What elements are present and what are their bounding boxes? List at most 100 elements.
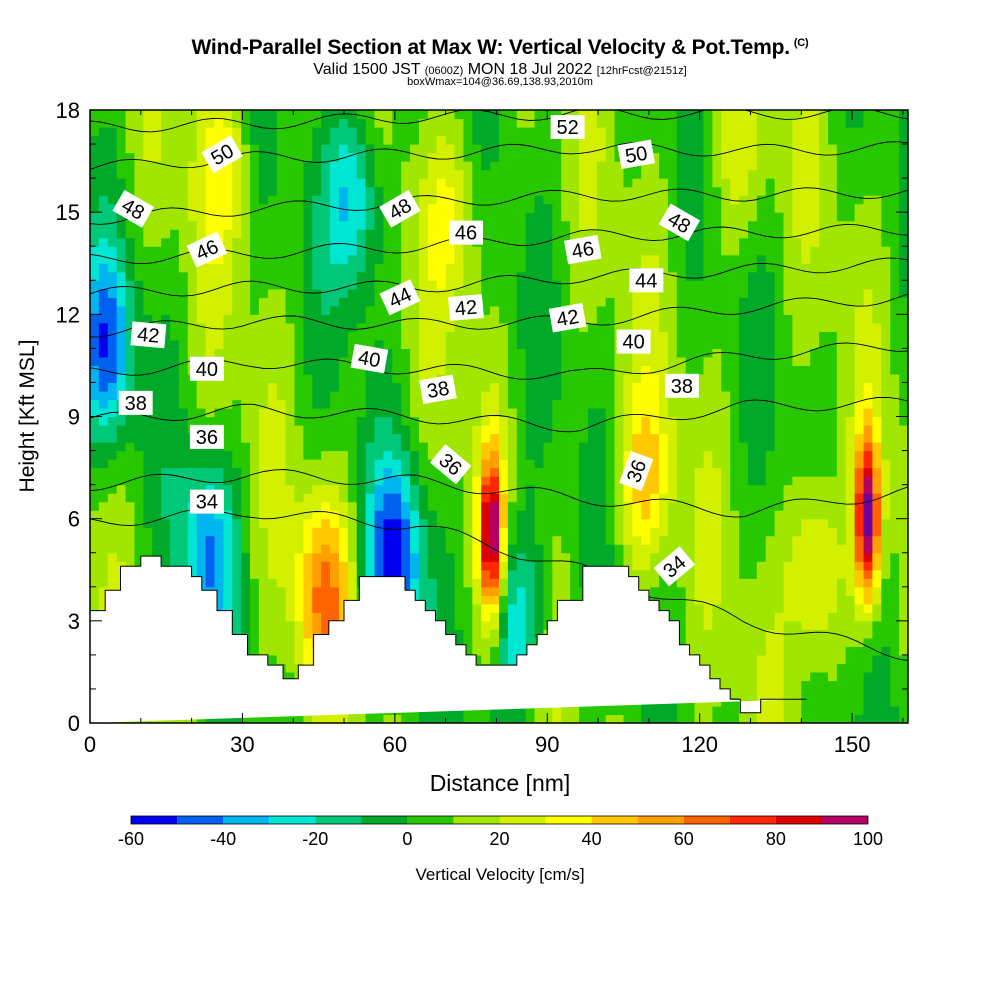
velocity-cell xyxy=(499,501,509,511)
velocity-cell xyxy=(107,484,118,494)
velocity-cell xyxy=(338,586,349,596)
velocity-cell xyxy=(685,195,696,205)
velocity-cell xyxy=(614,510,625,520)
velocity-cell xyxy=(454,246,465,256)
velocity-cell xyxy=(676,501,687,511)
velocity-cell xyxy=(321,331,331,341)
velocity-cell xyxy=(294,442,304,452)
velocity-cell xyxy=(321,288,331,298)
velocity-cell xyxy=(196,135,207,145)
velocity-cell xyxy=(454,714,465,723)
velocity-cell xyxy=(605,254,616,264)
velocity-cell xyxy=(134,152,144,162)
velocity-cell xyxy=(596,339,607,349)
velocity-cell xyxy=(205,178,216,188)
velocity-cell xyxy=(623,493,633,503)
velocity-cell xyxy=(107,416,118,426)
velocity-cell xyxy=(641,127,651,137)
velocity-cell xyxy=(401,493,411,503)
velocity-cell xyxy=(98,246,109,256)
velocity-cell xyxy=(543,476,553,486)
velocity-cell xyxy=(143,229,153,239)
velocity-cell xyxy=(614,280,625,290)
velocity-cell xyxy=(321,450,331,460)
velocity-cell xyxy=(258,518,269,528)
velocity-cell xyxy=(321,416,331,426)
velocity-cell xyxy=(481,322,491,332)
velocity-cell xyxy=(587,518,598,528)
velocity-cell xyxy=(258,178,269,188)
velocity-cell xyxy=(676,280,687,290)
velocity-cell xyxy=(418,203,429,213)
velocity-cell xyxy=(161,280,171,290)
velocity-cell xyxy=(267,237,278,247)
velocity-cell xyxy=(659,578,669,588)
velocity-cell xyxy=(632,416,642,426)
velocity-cell xyxy=(321,169,331,179)
velocity-cell xyxy=(205,288,216,298)
velocity-cell xyxy=(241,612,251,622)
velocity-cell xyxy=(454,365,465,375)
velocity-cell xyxy=(561,229,571,239)
velocity-cell xyxy=(107,450,118,460)
velocity-cell xyxy=(303,527,313,537)
velocity-cell xyxy=(258,212,269,222)
velocity-cell xyxy=(516,339,527,349)
velocity-cell xyxy=(427,305,438,315)
velocity-cell xyxy=(632,254,642,264)
velocity-cell xyxy=(596,322,607,332)
velocity-cell xyxy=(312,467,322,477)
velocity-cell xyxy=(676,152,687,162)
velocity-cell xyxy=(561,169,571,179)
velocity-cell xyxy=(418,501,429,511)
velocity-cell xyxy=(347,144,358,154)
velocity-cell xyxy=(543,314,553,324)
velocity-cell xyxy=(516,373,527,384)
velocity-cell xyxy=(436,203,447,213)
velocity-cell xyxy=(507,595,518,605)
velocity-cell xyxy=(516,186,527,196)
velocity-cell xyxy=(499,629,509,639)
velocity-cell xyxy=(667,161,678,171)
velocity-cell xyxy=(481,280,491,290)
velocity-cell xyxy=(276,220,287,230)
velocity-cell xyxy=(134,110,144,120)
velocity-cell xyxy=(481,646,491,656)
velocity-cell xyxy=(525,212,536,222)
velocity-cell xyxy=(436,297,447,307)
velocity-cell xyxy=(294,212,304,222)
velocity-cell xyxy=(490,229,500,239)
velocity-cell xyxy=(383,161,393,171)
velocity-cell xyxy=(525,186,536,196)
velocity-cell xyxy=(534,246,545,256)
velocity-cell xyxy=(330,195,340,205)
velocity-cell xyxy=(401,237,411,247)
velocity-cell xyxy=(161,118,171,128)
velocity-cell xyxy=(463,493,473,503)
velocity-cell xyxy=(196,314,207,324)
velocity-cell xyxy=(303,586,313,596)
velocity-cell xyxy=(170,271,180,281)
velocity-cell xyxy=(516,161,527,171)
velocity-cell xyxy=(178,535,189,545)
velocity-cell xyxy=(374,288,385,298)
velocity-cell xyxy=(392,348,402,358)
velocity-cell xyxy=(543,416,553,426)
velocity-cell xyxy=(418,399,429,409)
velocity-cell xyxy=(241,382,251,392)
velocity-cell xyxy=(623,203,633,213)
velocity-cell xyxy=(98,237,109,247)
velocity-cell xyxy=(205,169,216,179)
velocity-cell xyxy=(481,654,491,664)
velocity-cell xyxy=(436,544,447,554)
velocity-cell xyxy=(436,186,447,196)
velocity-cell xyxy=(267,569,278,579)
velocity-cell xyxy=(436,263,447,273)
velocity-cell xyxy=(472,373,482,384)
velocity-cell xyxy=(472,535,482,545)
velocity-cell xyxy=(321,212,331,222)
velocity-cell xyxy=(178,110,189,120)
velocity-cell xyxy=(214,288,224,298)
velocity-cell xyxy=(525,178,536,188)
velocity-cell xyxy=(579,322,589,332)
